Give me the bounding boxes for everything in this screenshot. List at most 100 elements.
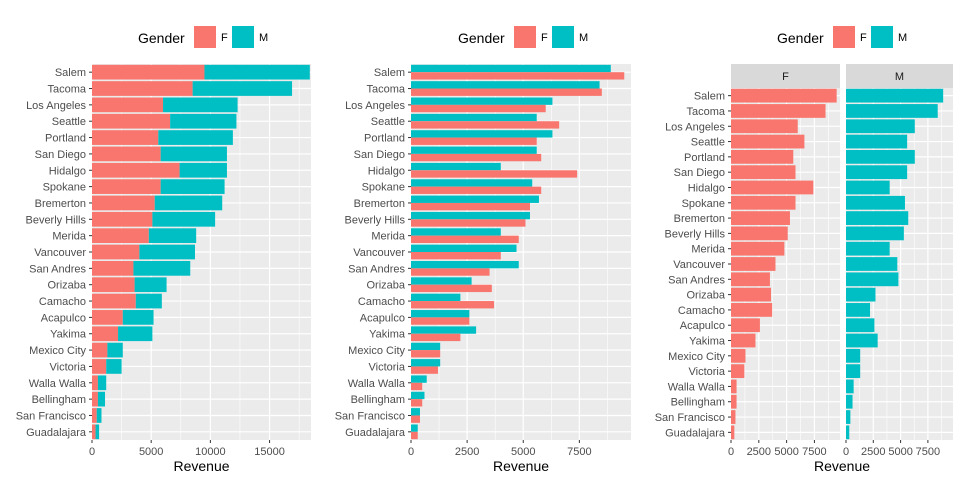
- bar-m-bellingham: [846, 394, 853, 409]
- bar-m-tacoma: [846, 104, 938, 118]
- y-tick-label: Yakima: [50, 329, 87, 341]
- bar-m-acapulco: [122, 310, 154, 325]
- y-tick-label: Walla Walla: [348, 378, 406, 390]
- y-tick-label: Acapulco: [41, 312, 86, 324]
- bar-f-san-diego: [731, 165, 796, 180]
- bar-m-walla-walla: [97, 375, 107, 391]
- y-tick-label: Salem: [374, 67, 405, 79]
- y-tick-label: Hidalgo: [49, 165, 86, 177]
- bar-m-bellingham: [411, 391, 425, 400]
- x-tick-label: 2500: [861, 446, 885, 458]
- bar-m-victoria: [106, 359, 122, 374]
- bar-f-spokane: [731, 195, 796, 210]
- bar-m-los-angeles: [846, 119, 915, 134]
- x-tick-label: 2500: [455, 446, 479, 458]
- bar-f-portland: [411, 137, 537, 145]
- x-tick-label: 7500: [802, 446, 826, 458]
- y-tick-label: Mexico City: [668, 351, 725, 363]
- bar-f-bremerton: [92, 195, 155, 211]
- bar-f-seattle: [731, 134, 805, 149]
- bar-f-walla-walla: [731, 379, 737, 394]
- legend-title: Gender: [458, 30, 505, 46]
- bar-m-salem: [204, 64, 310, 80]
- bar-f-beverly-hills: [411, 219, 526, 227]
- y-tick-label: Orizaba: [686, 290, 725, 302]
- bar-f-san-andres: [92, 260, 134, 276]
- y-tick-label: Bremerton: [35, 198, 86, 210]
- bar-m-san-francisco: [411, 408, 420, 416]
- y-tick-label: Bellingham: [32, 394, 86, 406]
- x-tick-label: 5000: [774, 446, 798, 458]
- bar-f-guadalajara: [92, 424, 96, 440]
- y-tick-label: Beverly Hills: [25, 214, 86, 226]
- y-tick-label: Vancouver: [34, 247, 86, 259]
- bar-f-los-angeles: [411, 104, 546, 113]
- x-tick-label: 7500: [916, 446, 940, 458]
- bar-f-san-andres: [731, 272, 770, 287]
- facet-m: M 0 2500 5000 7500: [843, 64, 953, 458]
- y-tick-label: Bremerton: [674, 213, 725, 225]
- bar-f-los-angeles: [731, 119, 798, 134]
- y-tick-label: Walla Walla: [29, 378, 87, 390]
- bar-m-spokane: [846, 195, 905, 210]
- y-tick-label: Spokane: [43, 182, 86, 194]
- bar-m-salem: [411, 64, 611, 73]
- bar-m-vancouver: [139, 244, 195, 260]
- bar-m-victoria: [411, 359, 441, 367]
- bar-m-walla-walla: [411, 375, 427, 383]
- bar-f-spokane: [411, 186, 542, 194]
- bar-f-victoria: [92, 359, 107, 374]
- bar-m-beverly-hills: [152, 211, 216, 227]
- bar-f-hidalgo: [731, 180, 814, 195]
- bar-m-bremerton: [846, 211, 909, 225]
- bar-m-hidalgo: [179, 162, 227, 178]
- legend-label-f: F: [860, 32, 867, 44]
- y-tick-label: Merida: [691, 244, 726, 256]
- bar-f-seattle: [92, 113, 171, 129]
- x-tick-label: 0: [843, 446, 849, 458]
- y-tick-label: Hidalgo: [368, 165, 405, 177]
- bar-m-los-angeles: [163, 97, 238, 113]
- bar-m-seattle: [170, 113, 237, 129]
- chart-2: 0 2500 5000 7500 Salem Tacoma Los Angeles Seatt…: [335, 64, 631, 474]
- bar-f-bremerton: [411, 202, 530, 211]
- y-tick-label: Hidalgo: [688, 182, 725, 194]
- y-tick-label: Camacho: [678, 305, 725, 317]
- legend-key-m: [232, 26, 254, 48]
- bar-f-portland: [92, 130, 159, 145]
- bar-m-orizaba: [846, 287, 876, 302]
- bar-f-yakima: [92, 326, 119, 342]
- bar-f-acapulco: [411, 317, 470, 325]
- y-tick-label: Walla Walla: [668, 381, 726, 393]
- bar-f-acapulco: [731, 318, 760, 333]
- bar-f-bremerton: [731, 211, 790, 225]
- bar-f-tacoma: [411, 88, 602, 96]
- bar-m-yakima: [118, 326, 153, 342]
- bar-f-bellingham: [731, 394, 737, 409]
- bar-f-merida: [92, 228, 149, 244]
- bar-f-san-andres: [411, 268, 490, 276]
- bar-f-salem: [731, 88, 837, 103]
- bar-f-acapulco: [92, 310, 123, 325]
- y-tick-label: Bellingham: [351, 394, 405, 406]
- bar-m-san-andres: [846, 272, 899, 287]
- bar-f-merida: [731, 241, 785, 256]
- bar-m-bellingham: [97, 391, 106, 407]
- bar-m-tacoma: [192, 81, 293, 96]
- bar-m-mexico-city: [411, 342, 441, 351]
- y-tick-label: Los Angeles: [345, 100, 405, 112]
- x-tick-label: 0: [728, 446, 734, 458]
- facet-strip-label: F: [782, 71, 789, 83]
- bar-f-spokane: [92, 179, 161, 194]
- y-tick-label: Los Angeles: [665, 121, 725, 133]
- y-tick-label: San Diego: [674, 167, 725, 179]
- bar-m-spokane: [160, 179, 225, 194]
- y-tick-label: Merida: [52, 231, 87, 243]
- bar-m-salem: [846, 88, 944, 103]
- bar-m-bremerton: [154, 195, 223, 211]
- x-tick-label: 7500: [567, 446, 591, 458]
- facet-f: F 0 2500 5000 7500 Salem Tacoma Los Angeles Seat…: [655, 64, 840, 458]
- bar-m-vancouver: [846, 257, 898, 271]
- bar-m-san-francisco: [846, 410, 851, 424]
